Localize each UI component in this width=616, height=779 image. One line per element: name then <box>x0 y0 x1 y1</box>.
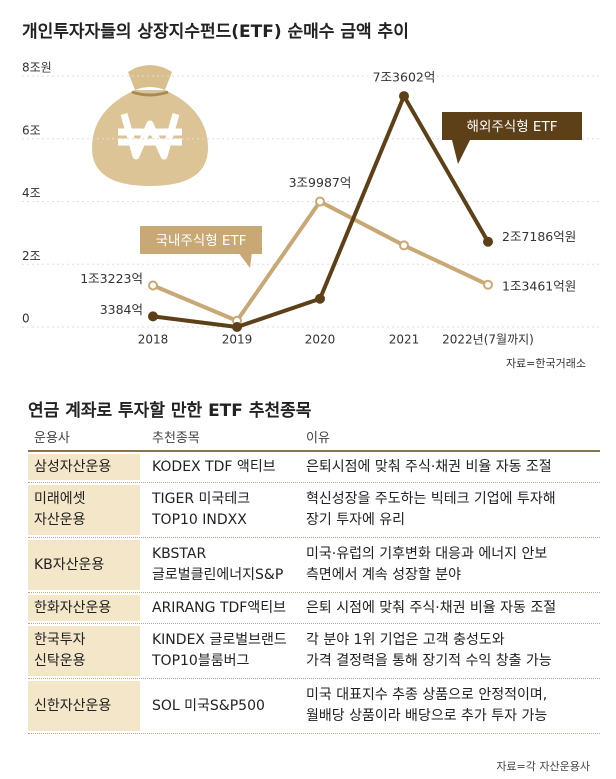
y-tick-label: 0 <box>22 312 30 326</box>
table-cell: KB자산운용 <box>28 540 140 590</box>
header-cell: 추천종목 <box>152 430 200 446</box>
point <box>232 322 242 332</box>
table-row: 한국투자 신탁운용 KINDEX 글로벌브랜드 TOP10블룸버그 각 분야 1위 … <box>28 624 600 679</box>
value-label: 3384억 <box>100 302 143 317</box>
table-row: 삼성자산운용 KODEX TDF 액티브 은퇴시점에 맞춰 주식·채권 비율 자동 … <box>28 452 600 483</box>
table-cell: 미국·유럽의 기후변화 대응과 에너지 안보 측면에서 계속 성장할 분야 <box>306 546 548 583</box>
point <box>399 240 409 251</box>
money-bag-icon <box>92 65 208 186</box>
x-tick-label: 2018 <box>138 333 169 347</box>
legend-box <box>140 226 262 254</box>
legend-label: 해외주식형 ETF <box>467 119 558 135</box>
legend-pointer <box>238 252 252 268</box>
table-title: 연금 계좌로 투자할 만한 ETF 추천종목 <box>28 401 312 421</box>
table-header-row: 운용사 추천종목 이유 <box>28 426 600 452</box>
table-row: 미래에셋 자산운용 TIGER 미국테크 TOP10 INDXX 혁신성장을 주도하… <box>28 483 600 538</box>
x-tick-label: 2022년(7월까지) <box>442 333 534 347</box>
value-label: 7조3602억 <box>373 70 436 85</box>
point <box>148 311 158 322</box>
point <box>148 280 158 291</box>
legend-label: 국내주식형 ETF <box>156 233 247 249</box>
table-source: 자료=각 자산운용사 <box>496 760 590 773</box>
legend-box <box>442 112 582 140</box>
x-tick-label: 2021 <box>389 333 420 347</box>
point <box>483 236 493 247</box>
table-row: KB자산운용 KBSTAR 글로벌클린에너지S&P 미국·유럽의 기후변화 대응과 … <box>28 538 600 593</box>
table-cell: 미국 대표지수 추종 상품으로 안정적이며, 월배당 상품이라 배당으로 추가 … <box>306 687 548 724</box>
table-cell: ARIRANG TDF액티브 <box>152 599 286 616</box>
table-cell: 혁신성장을 주도하는 빅테크 기업에 투자해 장기 투자에 유리 <box>306 491 556 528</box>
table-cell: 신한자산운용 <box>28 681 140 731</box>
point <box>315 196 325 207</box>
table-cell: KBSTAR 글로벌클린에너지S&P <box>152 546 284 583</box>
table-cell: 미래에셋 자산운용 <box>28 485 140 535</box>
table-cell: 삼성자산운용 <box>28 454 140 480</box>
table-cell: 은퇴시점에 맞춰 주식·채권 비율 자동 조절 <box>306 458 552 475</box>
x-tick-label: 2020 <box>305 333 336 347</box>
table-cell: 각 분야 1위 기업은 고객 충성도와 가격 결정력을 통해 장기적 수익 창출… <box>306 632 552 669</box>
point <box>483 279 493 290</box>
header-cell: 운용사 <box>34 430 70 446</box>
point <box>315 293 325 304</box>
value-label: 1조3461억원 <box>502 278 576 293</box>
table-cell: 한국투자 신탁운용 <box>28 626 140 676</box>
table-cell: KINDEX 글로벌브랜드 TOP10블룸버그 <box>152 632 287 669</box>
legend-pointer <box>452 140 470 164</box>
y-tick-label: 8조원 <box>22 61 52 75</box>
chart: 개인투자자들의 상장지수펀드(ETF) 순매수 금액 추이 자료=한국거래소 0… <box>22 22 600 370</box>
table-cell: 한화자산운용 <box>28 595 140 621</box>
point <box>399 91 409 102</box>
x-tick-label: 2019 <box>222 333 253 347</box>
table-row: 한화자산운용 ARIRANG TDF액티브 은퇴 시점에 맞춰 주식·채권 비율 자… <box>28 593 600 624</box>
header-cell: 이유 <box>306 430 330 446</box>
table-cell: KODEX TDF 액티브 <box>152 458 276 475</box>
value-label: 1조3223억 <box>80 271 143 286</box>
y-tick-label: 2조 <box>22 249 41 263</box>
chart-source: 자료=한국거래소 <box>506 357 586 370</box>
table-row: 신한자산운용 SOL 미국S&P500 미국 대표지수 추종 상품으로 안정적이며,… <box>28 679 600 734</box>
table-cell: TIGER 미국테크 TOP10 INDXX <box>152 491 251 528</box>
table-cell: SOL 미국S&P500 <box>152 697 265 714</box>
table-cell: 은퇴 시점에 맞춰 주식·채권 비율 자동 조절 <box>306 599 557 616</box>
value-label: 2조7186억원 <box>502 229 576 244</box>
y-tick-label: 6조 <box>22 123 41 137</box>
y-tick-label: 4조 <box>22 186 41 200</box>
chart-title: 개인투자자들의 상장지수펀드(ETF) 순매수 금액 추이 <box>22 22 409 42</box>
value-label: 3조9987억 <box>289 175 352 190</box>
